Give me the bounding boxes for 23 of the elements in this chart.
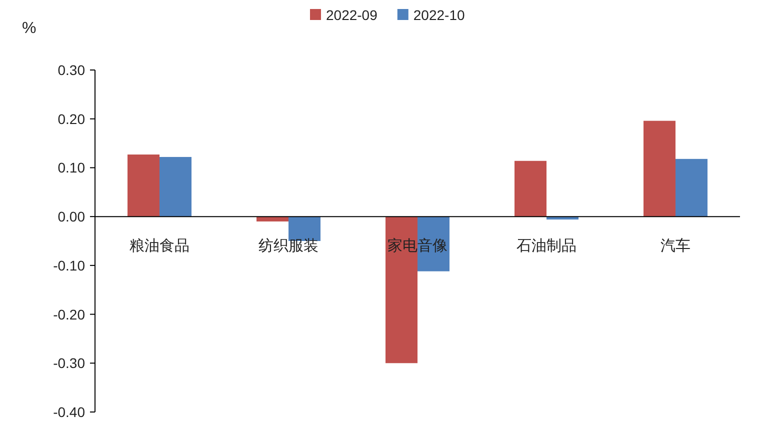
bar bbox=[644, 120, 676, 217]
y-axis-title: % bbox=[22, 20, 36, 37]
bar bbox=[160, 156, 192, 217]
x-tick-label: 汽车 bbox=[660, 238, 690, 255]
bar bbox=[676, 158, 708, 217]
bar bbox=[128, 154, 160, 217]
y-tick-label: 0.00 bbox=[58, 208, 86, 225]
x-tick-label: 粮油食品 bbox=[130, 238, 190, 255]
y-tick-label: 0.30 bbox=[58, 62, 86, 78]
bar bbox=[514, 160, 546, 217]
y-tick-label: -0.10 bbox=[53, 257, 86, 274]
y-tick-label: 0.20 bbox=[58, 110, 86, 127]
bar bbox=[256, 216, 288, 222]
bar bbox=[386, 216, 418, 364]
legend-label: 2022-09 bbox=[326, 7, 378, 23]
y-tick-label: 0.10 bbox=[58, 160, 86, 176]
x-tick-label: 家电音像 bbox=[388, 238, 448, 255]
x-tick-label: 纺织服装 bbox=[258, 238, 318, 255]
legend-label: 2022-10 bbox=[413, 7, 465, 23]
y-tick-label: -0.20 bbox=[53, 306, 86, 322]
y-tick-label: -0.30 bbox=[53, 355, 86, 372]
y-tick-label: -0.40 bbox=[53, 404, 86, 420]
x-tick-label: 石油制品 bbox=[516, 238, 576, 255]
